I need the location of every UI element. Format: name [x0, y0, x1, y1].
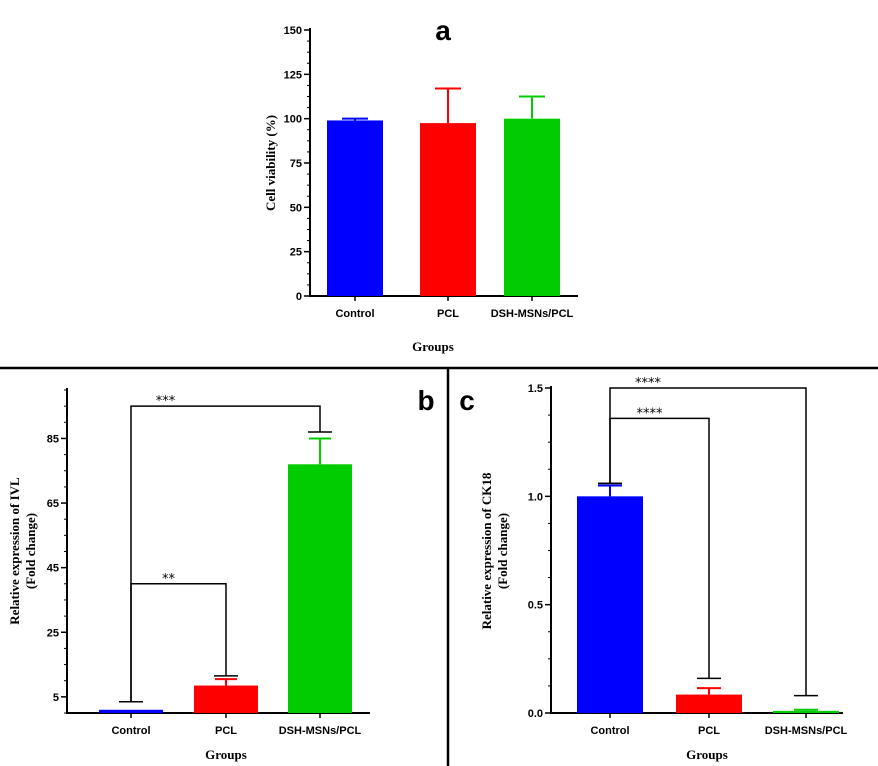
- panel-b-significance-stars: ***: [156, 394, 176, 409]
- panel-a-bar-pcl: [420, 123, 476, 296]
- panel-c-significance-stars: ****: [635, 376, 662, 391]
- panel-b-bar-pcl: [194, 685, 258, 713]
- panel-a-y-tick-label: 0: [296, 291, 302, 303]
- panel-a-y-tick-label: 25: [290, 247, 302, 259]
- panel-b-y-tick-label: 5: [53, 692, 59, 704]
- panel-c-bar-dsh-msns-pcl: [773, 710, 839, 713]
- panel-a-category-label-control: Control: [335, 308, 374, 320]
- panel-c-bar-control: [577, 496, 643, 713]
- panel-c-y-tick-label: 0.5: [528, 600, 543, 612]
- panel-a-y-axis-title: Cell viability (%): [263, 115, 278, 211]
- panel-c-category-label-dsh-msns-pcl: DSH-MSNs/PCL: [765, 725, 848, 737]
- panel-b-y-tick-label: 85: [47, 433, 59, 445]
- panel-b-bar-control: [99, 709, 163, 713]
- panel-c-significance-bracket: [609, 387, 807, 696]
- panel-a-plot: 0 25 50 75 100 125 150 Control PCL DSH-MSNs/PCL: [284, 25, 578, 320]
- panel-b-category-label-control: Control: [111, 725, 150, 737]
- panel-b-y-tick-label: 25: [47, 627, 59, 639]
- panel-c-y-axis-title-2: (Fold change): [495, 513, 510, 589]
- panel-b-significance-bracket: [130, 405, 321, 702]
- panel-a-y-tick-label: 100: [284, 114, 302, 126]
- panel-c-significance-stars: ****: [637, 406, 664, 421]
- panel-b-category-label-pcl: PCL: [215, 725, 237, 737]
- panel-a-category-label-dsh-msns-pcl: DSH-MSNs/PCL: [491, 308, 574, 320]
- panel-b-x-axis-title: Groups: [205, 747, 247, 762]
- panel-a-y-tick-label: 150: [284, 25, 302, 37]
- panel-c-category-label-control: Control: [590, 725, 629, 737]
- panel-c-x-axis-title: Groups: [686, 747, 728, 762]
- panel-b-y-axis-title: Relative expression of IVL: [7, 477, 22, 625]
- panel-b-y-axis-title-2: (Fold change): [23, 513, 38, 589]
- panel-a-bar-dsh-msns-pcl: [504, 118, 560, 297]
- panel-c-y-axis-title: Relative expression of CK18: [479, 472, 494, 629]
- panel-c-label: c: [459, 385, 475, 416]
- panel-b-y-tick-label: 65: [47, 498, 59, 510]
- panel-c-plot: 0.0 0.5 1.0 1.5 Control PCL DSH-MSNs/PCL **** **…: [528, 376, 848, 737]
- panel-a-bar-control: [327, 120, 383, 296]
- panel-c-y-tick-label: 0.0: [528, 708, 543, 720]
- panel-a-x-axis-title: Groups: [412, 339, 454, 354]
- panel-c-y-tick-label: 1.0: [528, 491, 543, 503]
- panel-a-category-label-pcl: PCL: [437, 308, 459, 320]
- panel-b-label: b: [417, 385, 434, 416]
- panel-b-significance-bracket: [130, 583, 227, 702]
- panel-a-y-tick-label: 50: [290, 202, 302, 214]
- panel-a-y-tick-label: 125: [284, 69, 302, 81]
- panel-b-category-label-dsh-msns-pcl: DSH-MSNs/PCL: [279, 725, 362, 737]
- panel-c-category-label-pcl: PCL: [698, 725, 720, 737]
- panel-c-y-tick-label: 1.5: [528, 383, 543, 395]
- panel-b-bar-dsh-msns-pcl: [288, 464, 352, 713]
- panel-b-y-tick-label: 45: [47, 563, 59, 575]
- panel-b-significance-stars: **: [162, 572, 176, 587]
- panel-c-bar-pcl: [676, 694, 742, 713]
- panel-a-y-tick-label: 75: [290, 158, 302, 170]
- panel-a-label: a: [435, 15, 451, 46]
